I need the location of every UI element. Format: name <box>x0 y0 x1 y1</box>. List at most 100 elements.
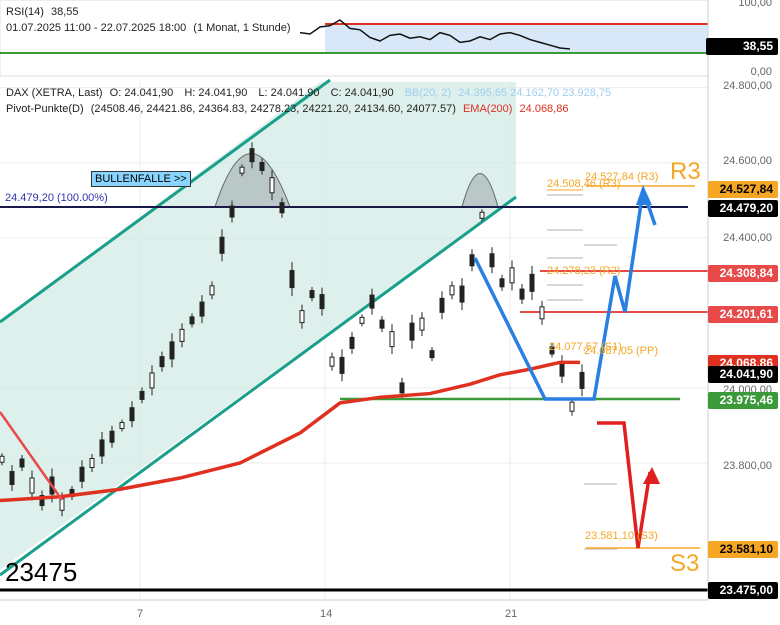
candle-body-3 <box>29 477 35 494</box>
candle-body-10 <box>99 439 105 457</box>
y-tick-24400: 24.400,00 <box>723 232 772 244</box>
candle-body-58 <box>579 371 585 389</box>
ohlc-c-value: 24.041,90 <box>344 87 394 99</box>
rsi-axis-tick-0: 0,00 <box>750 66 772 78</box>
x-tick-14: 14 <box>320 608 333 620</box>
channel-lower <box>0 195 517 577</box>
period-info: 01.07.2025 11:00 - 22.07.2025 18:00 (1 M… <box>6 22 295 34</box>
candle-body-32 <box>319 294 325 310</box>
candle-body-50 <box>499 278 505 288</box>
candle-body-48 <box>479 211 485 219</box>
pivot-pp-label: 24.087,05 (PP) <box>584 345 658 357</box>
candle-body-36 <box>359 316 365 324</box>
rsi-value: 38,55 <box>50 6 79 18</box>
y-axis-tag-5: 24.041,90 <box>708 366 778 383</box>
ohlc-o: O: 24.041,90 <box>109 87 174 99</box>
candle-body-49 <box>489 253 495 268</box>
candle-body-21 <box>209 285 215 296</box>
candle-body-51 <box>509 267 515 284</box>
candle-body-22 <box>219 236 225 254</box>
candle-body-9 <box>89 458 95 469</box>
y-tick-24800: 24.800,00 <box>723 80 772 92</box>
bullenfalle-label: BULLENFALLE >> <box>91 171 191 187</box>
candle-body-23 <box>229 205 235 218</box>
candle-body-37 <box>369 294 375 309</box>
candle-body-35 <box>349 336 355 349</box>
period-range: 01.07.2025 11:00 - 22.07.2025 18:00 <box>6 22 187 34</box>
pivot-info: Pivot-Punkte(D) (24508.46, 24421.86, 243… <box>6 103 572 115</box>
candle-body-1 <box>9 471 15 486</box>
downtrend-line <box>0 411 64 501</box>
y-tick-23800: 23.800,00 <box>723 460 772 472</box>
candle-body-53 <box>529 273 535 292</box>
ema-label: EMA(200) <box>462 103 513 115</box>
ema200-line <box>0 360 580 503</box>
candle-body-38 <box>379 319 385 329</box>
candle-body-24 <box>239 166 245 174</box>
candle-body-25 <box>249 148 255 163</box>
candle-body-4 <box>39 495 45 507</box>
x-tick-21: 21 <box>505 608 518 620</box>
candle-body-40 <box>399 382 405 394</box>
pivot-values: (24508.46, 24421.86, 24364.83, 24278.23,… <box>90 103 456 115</box>
candle-body-44 <box>439 297 445 313</box>
y-axis-tag-0: 24.527,84 <box>708 181 778 198</box>
pivot-label: Pivot-Punkte(D) <box>6 103 84 115</box>
bb-label: BB(20, 2) <box>404 87 452 99</box>
candle-body-47 <box>469 254 475 267</box>
y-axis-tag-3: 24.201,61 <box>708 306 778 323</box>
rsi-info: RSI(14) 38,55 <box>6 6 83 18</box>
candle-body-17 <box>169 341 175 360</box>
support-big-label: 23475 <box>5 557 78 587</box>
candle-body-14 <box>139 390 145 400</box>
ohlc-l-value: 24.041,90 <box>270 87 320 99</box>
rsi-band <box>325 24 708 54</box>
s3-big-label: S3 <box>670 550 700 577</box>
candle-body-41 <box>409 322 415 341</box>
candle-body-31 <box>309 290 315 299</box>
y-axis-tag-8: 23.475,00 <box>708 582 778 599</box>
candle-body-45 <box>449 285 455 296</box>
candle-body-8 <box>79 466 85 482</box>
candle-body-30 <box>299 310 305 324</box>
candle-body-52 <box>519 288 525 300</box>
pivot-r2-label: 24.278,23 (R2) <box>547 265 621 277</box>
period-interval: (1 Monat, 1 Stunde) <box>193 22 291 34</box>
candle-body-26 <box>259 161 265 171</box>
r3-big-label: R3 <box>670 158 701 185</box>
pivot-s1-label: 24.077,57 (S1) <box>549 341 622 353</box>
forecast-down-arrow <box>643 467 660 484</box>
bb-values: 24.395,65 24.162,70 23.928,75 <box>458 87 612 99</box>
y-axis-tag-1: 24.479,20 <box>708 200 778 217</box>
forecast-up-path <box>473 189 657 401</box>
candle-body-34 <box>339 356 345 374</box>
pivot-s3-label: 23.581,10 (S3) <box>585 530 658 542</box>
candle-body-56 <box>559 361 565 377</box>
candle-body-39 <box>389 331 395 348</box>
bullenfalle-level: 24.479,20 (100.00%) <box>5 192 108 204</box>
y-axis-tag-7: 23.581,10 <box>708 541 778 558</box>
candle-body-12 <box>119 421 125 429</box>
candle-body-46 <box>459 285 465 303</box>
y-axis-tag-2: 24.308,84 <box>708 265 778 282</box>
rsi-title: RSI(14) <box>6 6 44 18</box>
candle-body-20 <box>199 301 205 317</box>
candle-body-11 <box>109 430 115 443</box>
ohlc-h: H: 24.041,90 <box>184 87 248 99</box>
instrument-name: DAX (XETRA, Last) <box>6 87 103 99</box>
candle-body-0 <box>0 455 5 463</box>
ema-value: 24.068,86 <box>519 103 569 115</box>
rsi-current-tag: 38,55 <box>706 38 778 55</box>
x-tick-7: 7 <box>137 608 144 620</box>
candle-body-55 <box>549 346 555 355</box>
candle-body-16 <box>159 356 165 368</box>
instrument-info: DAX (XETRA, Last) O: 24.041,90 H: 24.041… <box>6 87 615 99</box>
candle-body-42 <box>419 317 425 331</box>
candle-body-43 <box>429 350 435 359</box>
candle-body-13 <box>129 407 135 422</box>
candle-body-33 <box>329 356 335 367</box>
candle-body-54 <box>539 306 545 320</box>
ohlc-h-value: 24.041,90 <box>198 87 248 99</box>
candle-body-57 <box>569 401 575 412</box>
y-tick-24600: 24.600,00 <box>723 155 772 167</box>
